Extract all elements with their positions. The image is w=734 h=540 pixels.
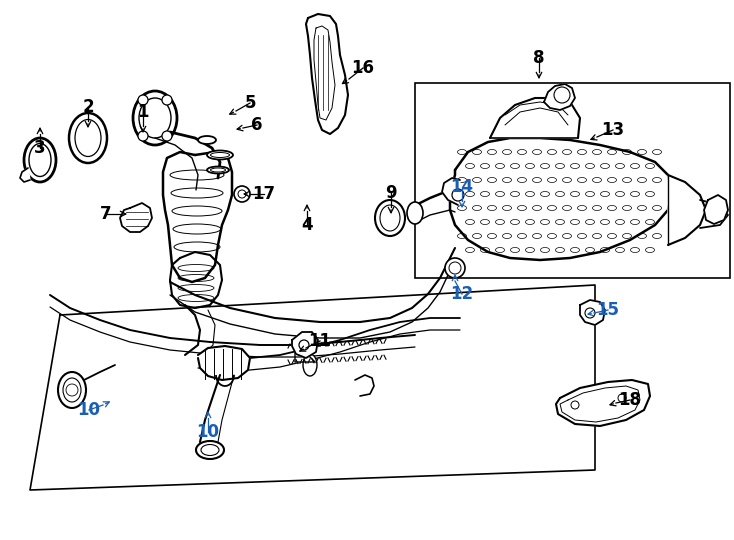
Polygon shape: [704, 195, 728, 224]
Text: 16: 16: [352, 59, 374, 77]
Ellipse shape: [69, 113, 107, 163]
Polygon shape: [170, 252, 222, 308]
Text: 13: 13: [601, 121, 625, 139]
Ellipse shape: [207, 166, 229, 173]
Circle shape: [234, 186, 250, 202]
Polygon shape: [580, 300, 605, 325]
Ellipse shape: [303, 354, 317, 376]
Polygon shape: [198, 346, 250, 380]
Polygon shape: [120, 203, 152, 232]
Ellipse shape: [58, 372, 86, 408]
Text: 4: 4: [301, 216, 313, 234]
Circle shape: [445, 258, 465, 278]
Circle shape: [452, 189, 464, 201]
Polygon shape: [295, 340, 315, 362]
Polygon shape: [163, 152, 232, 282]
Circle shape: [138, 95, 148, 105]
Text: 10: 10: [197, 423, 219, 441]
Text: 11: 11: [308, 332, 332, 350]
Ellipse shape: [196, 441, 224, 459]
Circle shape: [299, 340, 309, 350]
Text: 18: 18: [619, 391, 642, 409]
Polygon shape: [490, 98, 580, 138]
Text: 17: 17: [252, 185, 275, 203]
Text: 14: 14: [451, 178, 473, 196]
Bar: [415, 83, 730, 278]
Polygon shape: [700, 200, 728, 228]
Text: 7: 7: [100, 205, 112, 223]
Circle shape: [162, 95, 172, 105]
Ellipse shape: [24, 138, 56, 182]
Polygon shape: [442, 178, 460, 205]
Ellipse shape: [375, 200, 405, 236]
Text: 5: 5: [244, 94, 255, 112]
Ellipse shape: [207, 151, 233, 159]
Ellipse shape: [133, 91, 177, 145]
Circle shape: [585, 308, 595, 318]
Circle shape: [138, 131, 148, 141]
Text: 6: 6: [251, 116, 263, 134]
Circle shape: [162, 131, 172, 141]
Text: 2: 2: [82, 98, 94, 116]
Polygon shape: [292, 332, 318, 358]
Text: 15: 15: [597, 301, 619, 319]
Text: 1: 1: [137, 103, 149, 121]
Circle shape: [554, 87, 570, 103]
Polygon shape: [556, 380, 650, 426]
Text: 9: 9: [385, 184, 397, 202]
Ellipse shape: [198, 136, 216, 144]
Polygon shape: [20, 168, 30, 182]
Text: 8: 8: [533, 49, 545, 67]
Polygon shape: [450, 138, 672, 260]
Polygon shape: [544, 84, 575, 110]
Text: 12: 12: [451, 285, 473, 303]
Polygon shape: [668, 175, 706, 245]
Ellipse shape: [407, 202, 423, 224]
Polygon shape: [306, 14, 348, 134]
Text: 10: 10: [78, 401, 101, 419]
Text: 3: 3: [34, 139, 46, 157]
